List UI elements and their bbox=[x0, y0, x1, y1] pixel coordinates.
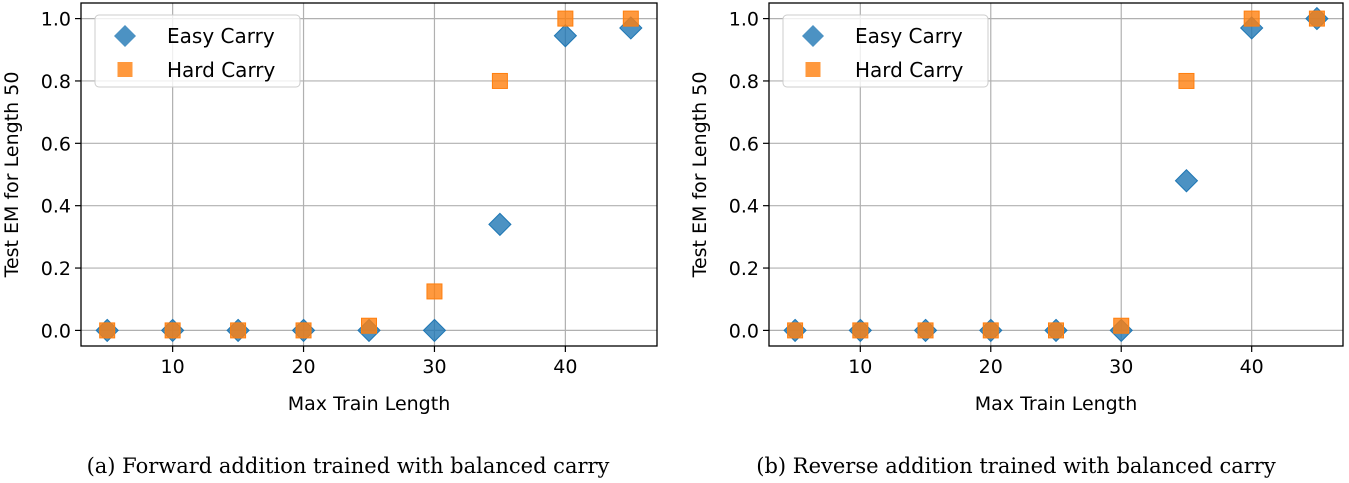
x-tick-label: 20 bbox=[291, 356, 315, 378]
hard-carry-point bbox=[1048, 322, 1064, 339]
hard-carry-point bbox=[230, 322, 247, 339]
hard-carry-point bbox=[982, 322, 999, 339]
legend-label: Hard Carry bbox=[855, 58, 964, 82]
y-tick-label: 1.0 bbox=[41, 9, 71, 31]
y-tick-label: 0.2 bbox=[41, 258, 71, 280]
hard-carry-point bbox=[1113, 317, 1130, 334]
hard-carry-point bbox=[295, 322, 312, 339]
hard-carry-point bbox=[1178, 72, 1195, 89]
x-axis-label: Max Train Length bbox=[975, 393, 1137, 415]
easy-carry-point bbox=[422, 318, 447, 343]
easy-carry-point bbox=[553, 24, 578, 48]
y-tick-label: 0.6 bbox=[41, 133, 71, 155]
hard-carry-point bbox=[426, 283, 443, 300]
y-tick-label: 0.0 bbox=[41, 320, 71, 342]
hard-carry-point bbox=[787, 322, 804, 339]
chart-1: 10 20 30 40 0.0 0.2 0.4 0.6 0.8 1.0 Easy Carry Hard… bbox=[689, 2, 1344, 478]
y-tick-label: 0.4 bbox=[729, 196, 759, 218]
legend-square-icon bbox=[805, 62, 821, 77]
hard-carry-point bbox=[99, 322, 116, 339]
legend-label: Hard Carry bbox=[167, 58, 276, 82]
y-tick-label: 0.2 bbox=[729, 258, 759, 280]
y-tick-label: 0.0 bbox=[729, 320, 759, 342]
y-tick-label: 1.0 bbox=[729, 9, 759, 31]
legend: Easy Carry Hard Carry bbox=[94, 14, 301, 88]
x-tick-label: 10 bbox=[161, 356, 185, 378]
legend-diamond-icon bbox=[114, 25, 136, 47]
plot-frame bbox=[768, 2, 1344, 347]
hard-carry-point bbox=[491, 72, 508, 89]
legend: Easy Carry Hard Carry bbox=[782, 14, 989, 88]
legend-box bbox=[782, 14, 989, 88]
legend-diamond-icon bbox=[802, 25, 824, 47]
x-tick-label: 20 bbox=[979, 356, 1003, 378]
caption: (b) Reverse addition trained with balanc… bbox=[756, 454, 1276, 478]
plot-frame bbox=[80, 2, 658, 347]
x-axis-label: Max Train Length bbox=[288, 393, 450, 415]
y-tick-label: 0.8 bbox=[41, 71, 71, 93]
hard-carry-point bbox=[1308, 10, 1325, 27]
hard-carry-point bbox=[917, 322, 934, 339]
x-tick-label: 40 bbox=[1240, 356, 1264, 378]
hard-carry-point bbox=[164, 322, 181, 339]
hard-carry-point bbox=[557, 10, 574, 27]
caption: (a) Forward addition trained with balanc… bbox=[87, 454, 610, 478]
legend-label: Easy Carry bbox=[855, 24, 963, 48]
hard-carry-point bbox=[361, 317, 377, 334]
legend-label: Easy Carry bbox=[167, 24, 275, 48]
hard-carry-point bbox=[1243, 10, 1260, 27]
y-tick-label: 0.6 bbox=[729, 133, 759, 155]
chart-0: 10 20 30 40 0.0 0.2 0.4 0.6 0.8 1.0 Easy Carry Hard… bbox=[1, 2, 658, 478]
y-tick-label: 0.8 bbox=[729, 71, 759, 93]
x-tick-label: 10 bbox=[848, 356, 872, 378]
hard-carry-point bbox=[622, 10, 639, 27]
x-tick-label: 30 bbox=[1109, 356, 1133, 378]
hard-carry-point bbox=[852, 322, 869, 339]
easy-carry-point bbox=[488, 212, 512, 237]
x-tick-label: 40 bbox=[553, 356, 577, 378]
y-axis-label: Test EM for Length 50 bbox=[1, 72, 23, 279]
y-axis-label: Test EM for Length 50 bbox=[689, 72, 711, 279]
easy-carry-point bbox=[1174, 169, 1199, 193]
legend-box bbox=[94, 14, 301, 88]
legend-square-icon bbox=[117, 62, 133, 77]
x-tick-label: 30 bbox=[422, 356, 446, 378]
y-tick-label: 0.4 bbox=[41, 196, 71, 218]
